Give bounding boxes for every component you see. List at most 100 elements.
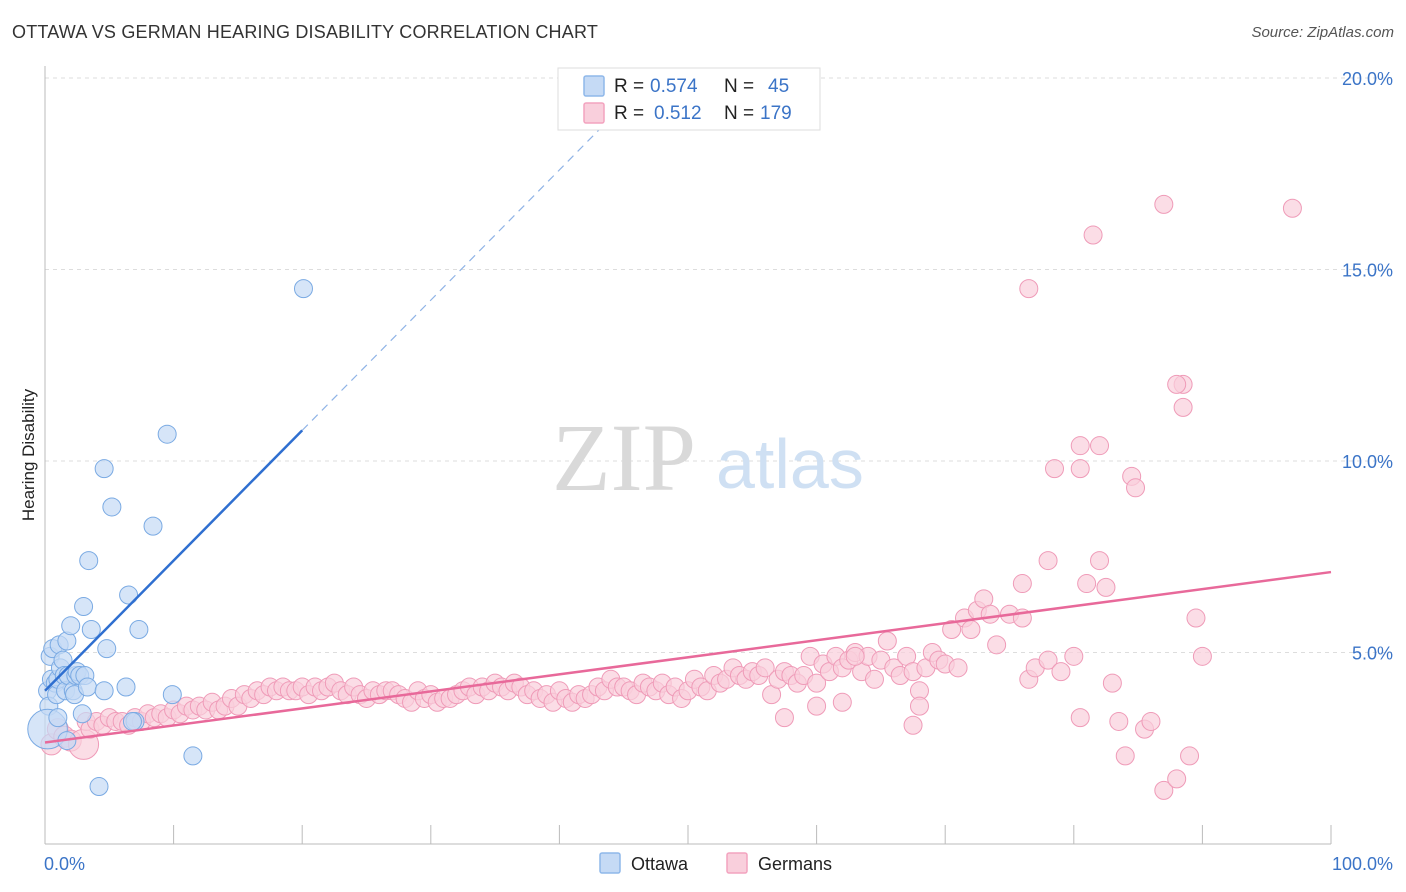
watermark-atlas: atlas — [716, 425, 864, 503]
bottom-legend-label-ottawa: Ottawa — [631, 854, 689, 874]
ottawa-point — [143, 516, 163, 536]
germans-trend-line — [44, 570, 1332, 744]
ottawa-point — [122, 711, 142, 731]
germans-point — [961, 620, 981, 640]
ottawa-point — [97, 639, 117, 659]
germans-point — [1141, 711, 1161, 731]
ottawa-point — [157, 424, 177, 444]
germans-point — [1173, 397, 1193, 417]
germans-point — [1115, 746, 1135, 766]
germans-point — [1109, 711, 1129, 731]
germans-point — [774, 708, 794, 728]
germans-point — [877, 631, 897, 651]
germans-point — [1282, 198, 1302, 218]
ottawa-point — [94, 681, 114, 701]
germans-point — [1180, 746, 1200, 766]
data-points — [27, 194, 1302, 800]
germans-point — [1090, 436, 1110, 456]
y-tick-label: 15.0% — [1342, 261, 1393, 281]
ottawa-point — [79, 551, 99, 571]
germans-point — [1070, 708, 1090, 728]
ottawa-point — [116, 677, 136, 697]
legend-swatch-ottawa — [583, 75, 605, 97]
germans-point — [909, 696, 929, 716]
ottawa-point — [102, 497, 122, 517]
bottom-legend-swatch-ottawa — [599, 852, 621, 874]
ottawa-point — [129, 620, 149, 640]
x-tick-label-min: 0.0% — [44, 854, 85, 874]
ottawa-point — [72, 704, 92, 724]
y-tick-label: 20.0% — [1342, 69, 1393, 89]
germans-point — [1102, 673, 1122, 693]
legend-r-value-germans: 0.512 — [654, 103, 702, 124]
germans-point — [1167, 374, 1187, 394]
trend-lines — [44, 104, 1332, 744]
germans-point — [942, 620, 962, 640]
watermark-zip: ZIP — [552, 404, 696, 511]
bottom-legend-label-germans: Germans — [758, 854, 832, 874]
germans-point — [1083, 225, 1103, 245]
legend-r-value-ottawa: 0.574 — [650, 76, 698, 97]
germans-point — [1038, 650, 1058, 670]
germans-point — [980, 604, 1000, 624]
germans-point — [845, 646, 865, 666]
chart-title: OTTAWA VS GERMAN HEARING DISABILITY CORR… — [12, 22, 599, 42]
germans-point — [1019, 279, 1039, 299]
germans-point — [1064, 646, 1084, 666]
ottawa-point — [74, 597, 94, 617]
ottawa-point — [162, 685, 182, 705]
germans-point — [864, 669, 884, 689]
ottawa-trend-line — [44, 429, 304, 692]
germans-point — [1045, 459, 1065, 479]
legend-r-label-germans: R = — [614, 103, 644, 124]
ottawa-point — [48, 708, 68, 728]
germans-point — [987, 635, 1007, 655]
germans-point — [807, 673, 827, 693]
ottawa-point — [89, 777, 109, 797]
watermark: ZIP atlas — [552, 404, 864, 511]
germans-point — [1077, 574, 1097, 594]
germans-point — [1038, 551, 1058, 571]
germans-point — [903, 715, 923, 735]
ottawa-point — [77, 677, 97, 697]
germans-point — [1192, 646, 1212, 666]
legend-n-label-ottawa: N = — [724, 76, 754, 97]
germans-point — [832, 692, 852, 712]
bottom-legend: Ottawa Germans — [599, 852, 832, 874]
ottawa-trend-extension — [301, 104, 625, 431]
grid-lines — [45, 77, 1392, 653]
legend-r-label-ottawa: R = — [614, 76, 644, 97]
ottawa-point — [119, 585, 139, 605]
chart-source: Source: ZipAtlas.com — [1251, 24, 1394, 41]
ottawa-point — [94, 459, 114, 479]
germans-point — [1154, 780, 1174, 800]
legend-n-label-germans: N = — [724, 103, 754, 124]
ottawa-point — [61, 616, 81, 636]
germans-point — [1051, 662, 1071, 682]
ottawa-point — [81, 620, 101, 640]
germans-point — [807, 696, 827, 716]
legend-swatch-germans — [583, 102, 605, 124]
germans-point — [1070, 459, 1090, 479]
y-tick-label: 10.0% — [1342, 452, 1393, 472]
germans-point — [1012, 574, 1032, 594]
germans-point — [948, 658, 968, 678]
germans-point — [1090, 551, 1110, 571]
germans-point — [1167, 769, 1187, 789]
bottom-legend-swatch-germans — [726, 852, 748, 874]
germans-point — [1126, 478, 1146, 498]
germans-point — [755, 658, 775, 678]
legend-n-value-ottawa: 45 — [768, 76, 789, 97]
legend-box: R = 0.574 N = 45 R = 0.512 N = 179 — [557, 67, 821, 131]
y-axis-title: Hearing Disability — [19, 388, 38, 521]
tick-labels: 5.0% 10.0% 15.0% 20.0% 0.0% 100.0% — [44, 69, 1393, 874]
y-tick-label: 5.0% — [1352, 644, 1393, 664]
x-tick-label-max: 100.0% — [1332, 854, 1393, 874]
legend-n-value-germans: 179 — [760, 103, 792, 124]
germans-point — [1186, 608, 1206, 628]
germans-point — [1154, 194, 1174, 214]
ottawa-point — [183, 746, 203, 766]
germans-point — [1096, 577, 1116, 597]
ottawa-point — [293, 279, 313, 299]
